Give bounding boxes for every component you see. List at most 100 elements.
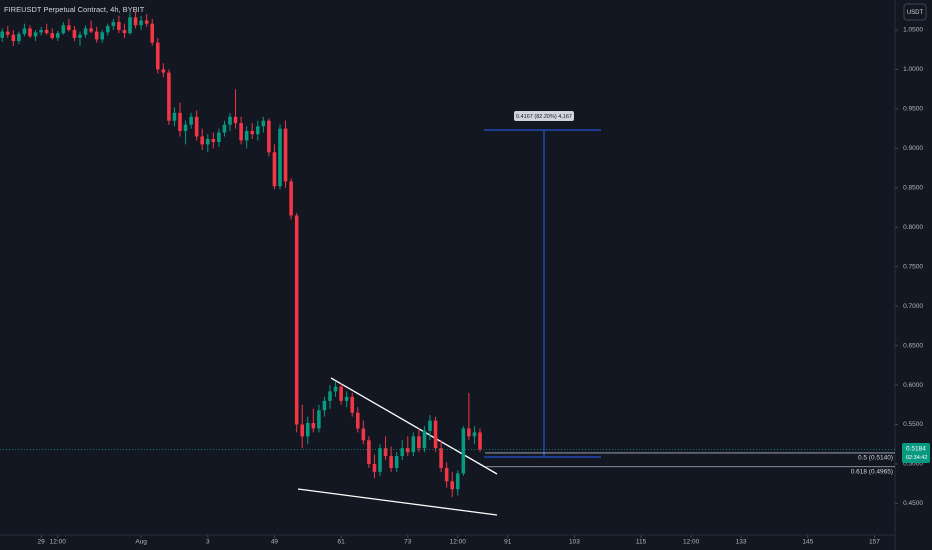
x-tick-label: 12:00 <box>683 539 700 546</box>
candle-body <box>55 33 60 38</box>
candle-body <box>450 481 455 490</box>
candle-body <box>344 396 349 401</box>
candle-body <box>417 436 421 449</box>
candle-body <box>117 22 121 30</box>
x-tick-label: 3 <box>206 539 210 546</box>
y-tick-label: 1.0000 <box>903 66 923 73</box>
trend-line <box>297 488 498 516</box>
candle-body <box>144 20 149 24</box>
measure-label: 0.4167 (82.20%) 4,167 <box>516 114 572 120</box>
candle-body <box>444 467 449 482</box>
candle-body <box>305 422 310 437</box>
candle-body <box>372 463 377 472</box>
candle-body <box>233 116 238 124</box>
x-tick-label: 145 <box>802 539 813 546</box>
y-tick-label: 0.9000 <box>903 145 923 152</box>
candle-body <box>439 448 443 468</box>
candle-body <box>411 436 416 453</box>
candle-body <box>205 138 210 145</box>
fib-label: 0.5 (0.5140) <box>858 455 893 462</box>
candle-body <box>155 42 160 70</box>
candle-body <box>367 440 371 464</box>
candle-body <box>44 29 49 34</box>
x-tick-label: 103 <box>569 539 580 546</box>
x-tick-label: 29 <box>37 539 45 546</box>
currency-button[interactable] <box>903 3 927 21</box>
candle-body <box>89 28 93 32</box>
candle-body <box>300 424 305 437</box>
last-price-box <box>902 443 930 463</box>
candle-body <box>405 448 410 453</box>
candle-body <box>428 420 432 431</box>
candle-body <box>339 386 343 401</box>
candle-body <box>322 400 327 411</box>
candle-body <box>183 124 188 131</box>
candle-body <box>172 112 177 121</box>
candle-body <box>255 126 260 135</box>
y-tick-label: 1.0500 <box>903 27 923 34</box>
candle-body <box>217 132 221 143</box>
candle-body <box>211 138 216 143</box>
y-tick-label: 0.6500 <box>903 342 923 349</box>
candle-body <box>17 33 21 42</box>
candle-body <box>467 428 471 437</box>
candle-body <box>128 17 132 34</box>
candle-body <box>472 432 477 437</box>
candle-body <box>78 34 82 38</box>
candle-body <box>328 391 332 401</box>
candle-body <box>378 448 382 472</box>
candle-body <box>350 396 355 413</box>
candle-body <box>189 116 193 125</box>
x-tick-label: 91 <box>504 539 512 546</box>
candle-body <box>355 412 360 429</box>
candle-body <box>228 116 232 125</box>
candle-body <box>11 34 16 42</box>
x-tick-label: 73 <box>404 539 412 546</box>
x-tick-label: Aug <box>135 539 147 546</box>
candle-body <box>194 116 199 137</box>
candle-body <box>261 120 266 127</box>
candle-body <box>161 69 166 73</box>
candle-body <box>178 112 182 131</box>
candle-body <box>317 410 321 429</box>
candle-body <box>39 29 43 33</box>
y-tick-label: 0.4500 <box>903 500 923 507</box>
y-tick-label: 0.5000 <box>903 461 923 468</box>
candle-body <box>72 29 77 38</box>
candle-body <box>250 130 255 135</box>
candle-body <box>28 28 32 37</box>
candle-body <box>239 123 243 141</box>
candle-body <box>5 31 10 35</box>
candle-body <box>272 152 277 187</box>
candle-body <box>22 28 27 34</box>
y-tick-label: 0.6000 <box>903 382 923 389</box>
candle-body <box>361 428 366 441</box>
candle-body <box>278 128 282 187</box>
candle-body <box>139 20 143 26</box>
candle-body <box>167 72 171 121</box>
x-tick-label: 12:00 <box>450 539 467 546</box>
candle-body <box>433 420 438 449</box>
y-tick-label: 0.8500 <box>903 185 923 192</box>
trend-line <box>330 377 498 475</box>
y-tick-label: 0.7000 <box>903 303 923 310</box>
candle-body <box>111 22 116 27</box>
candle-body <box>455 473 460 490</box>
candle-body <box>150 23 155 43</box>
candle-body <box>267 120 271 153</box>
candle-body <box>100 32 105 40</box>
y-tick-label: 0.5500 <box>903 421 923 428</box>
y-tick-label: 0.7500 <box>903 263 923 270</box>
currency-label: USDT <box>907 10 924 16</box>
last-price-label: 0.5184 <box>906 446 926 453</box>
x-tick-label: 49 <box>271 539 279 546</box>
candle-body <box>50 33 55 38</box>
candle-body <box>222 124 227 133</box>
candle-body <box>333 386 338 392</box>
candle-body <box>478 432 482 450</box>
candle-body <box>83 28 88 35</box>
candle-body <box>0 31 5 38</box>
candle-body <box>200 136 205 145</box>
y-tick-label: 0.9500 <box>903 106 923 113</box>
